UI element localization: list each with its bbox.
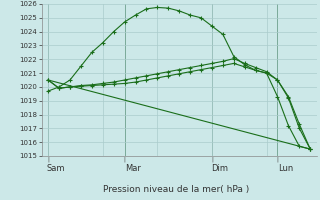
Text: Sam: Sam <box>47 164 65 173</box>
Text: Pression niveau de la mer( hPa ): Pression niveau de la mer( hPa ) <box>103 185 249 194</box>
Text: |: | <box>123 156 126 162</box>
Text: |: | <box>210 156 214 162</box>
Text: |: | <box>276 156 279 162</box>
Text: |: | <box>46 156 50 162</box>
Text: Mar: Mar <box>125 164 140 173</box>
Text: Lun: Lun <box>278 164 293 173</box>
Text: Dim: Dim <box>212 164 228 173</box>
